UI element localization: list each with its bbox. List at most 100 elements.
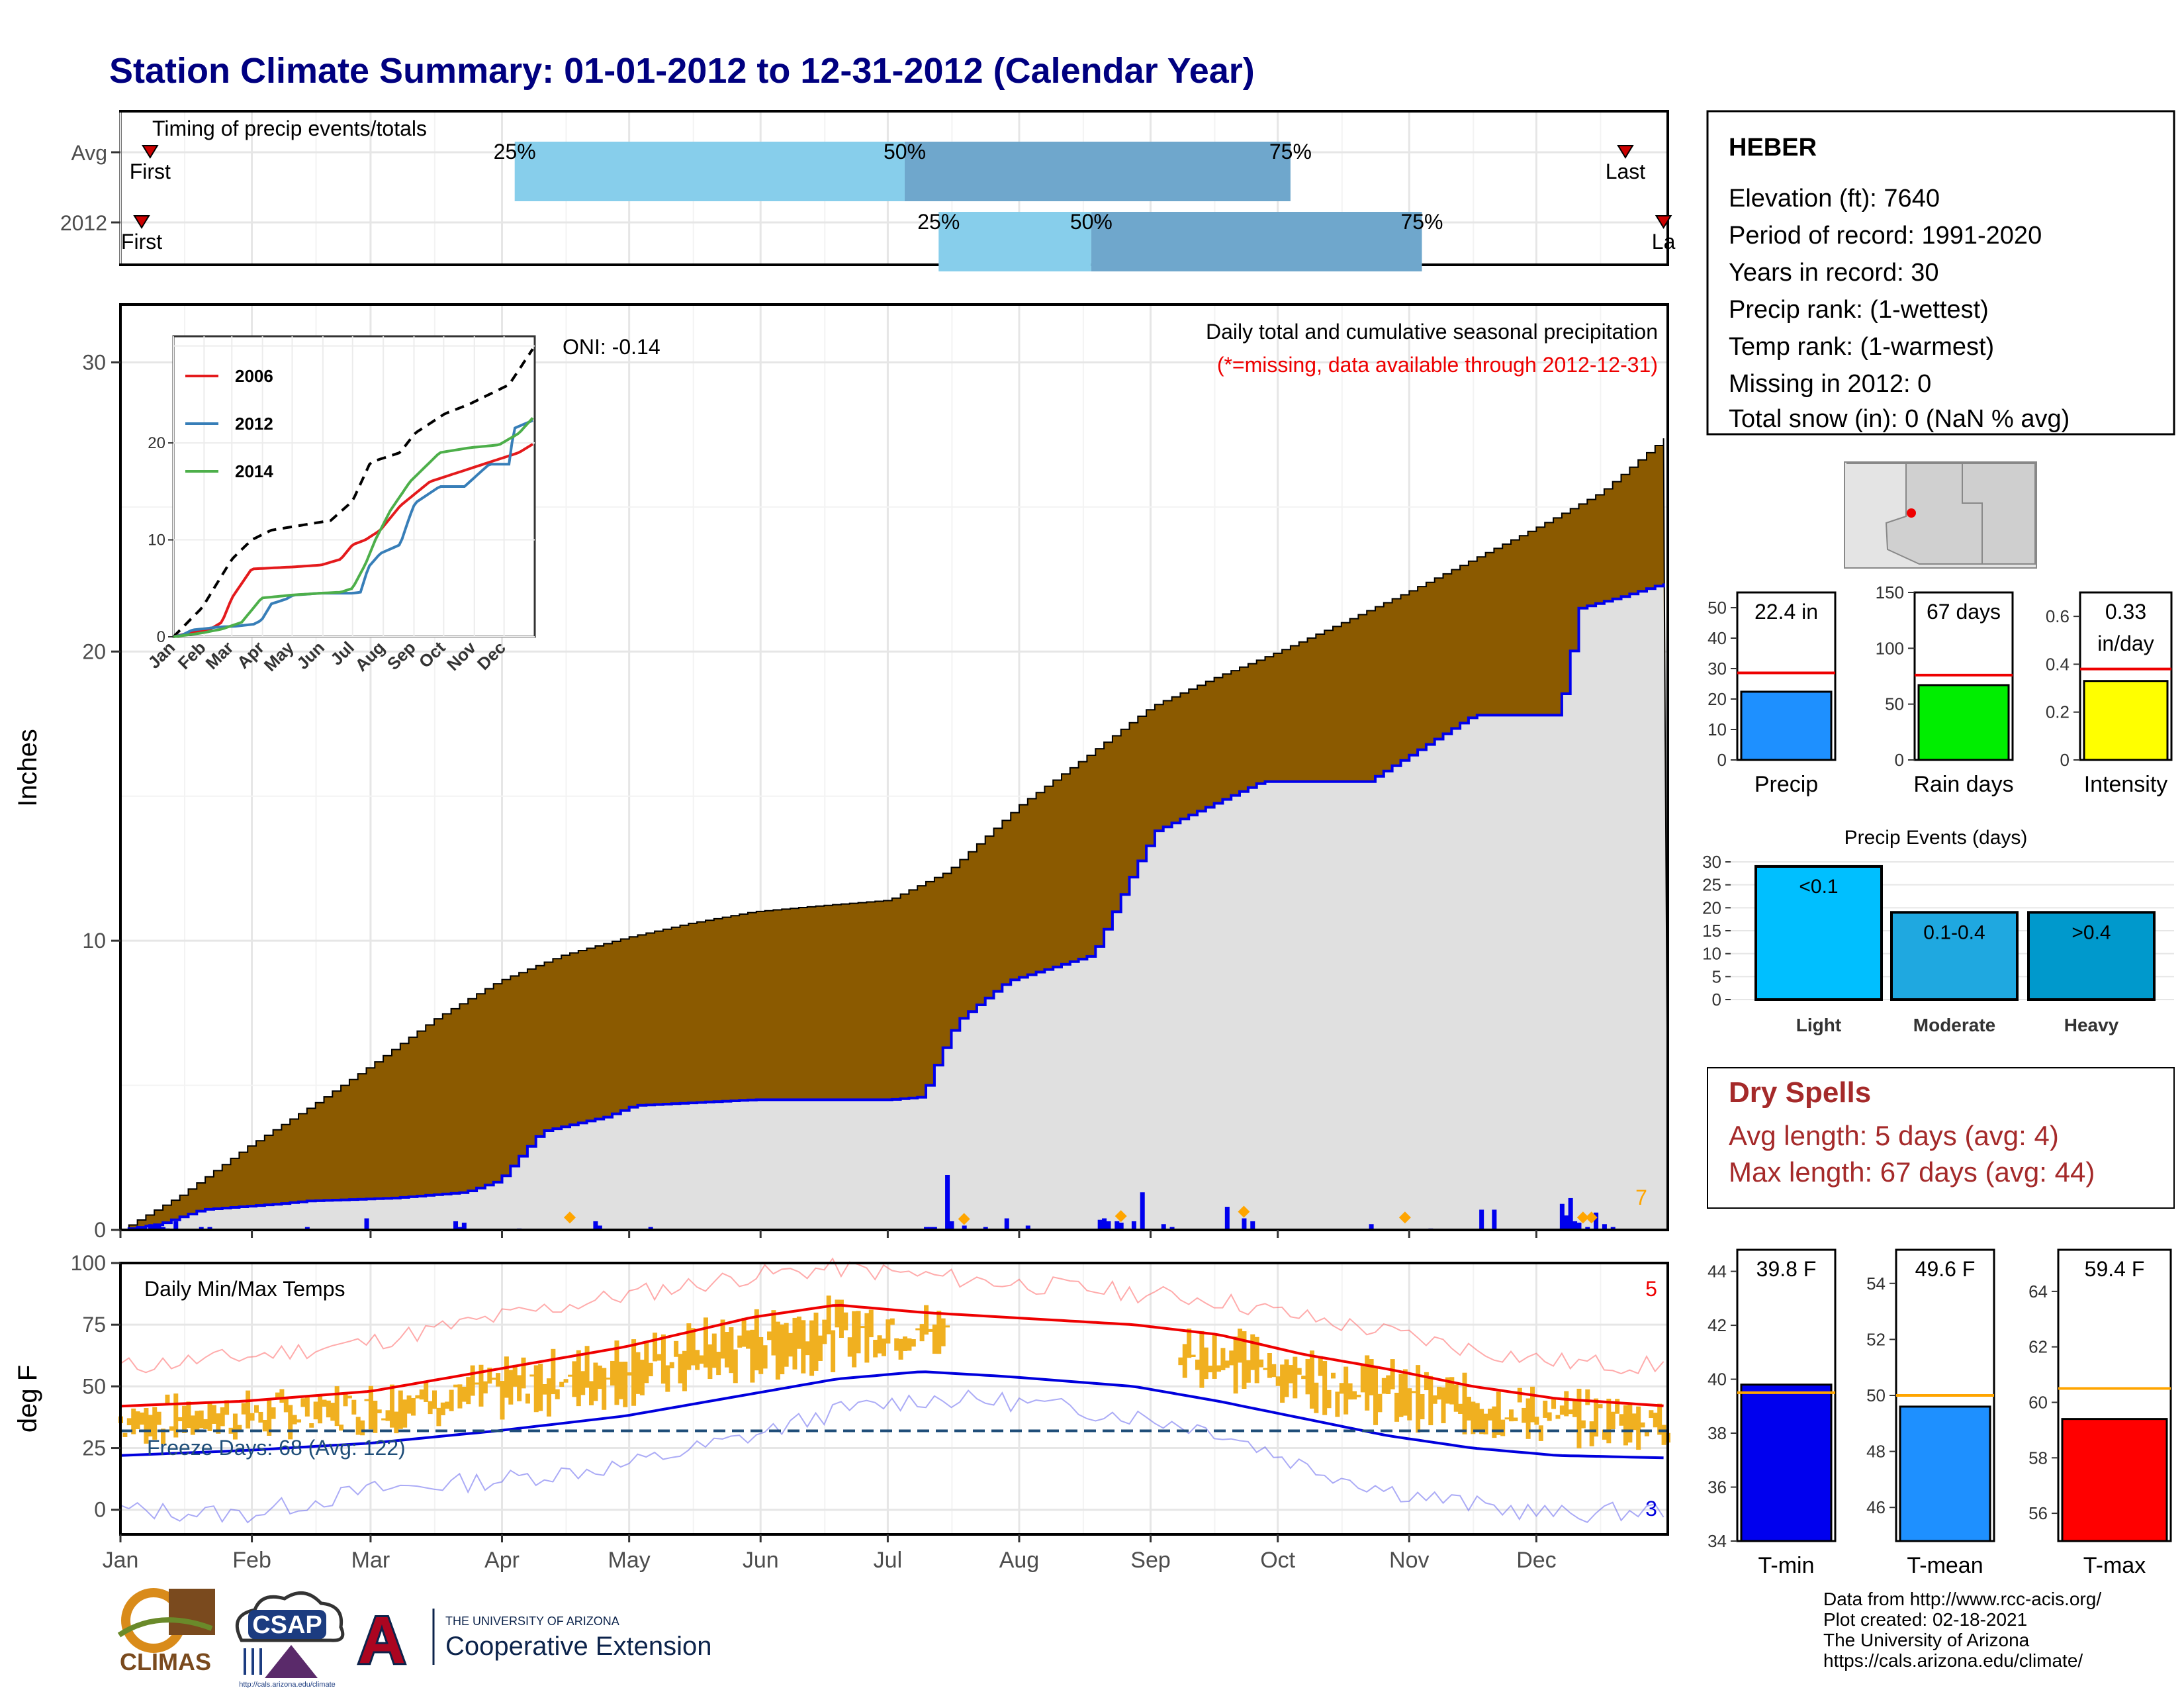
precip-year-cumulative-area bbox=[120, 583, 1668, 1230]
temp-daily-range-bar bbox=[343, 1393, 348, 1407]
summary-y-tick-label: 0 bbox=[1717, 750, 1727, 770]
precip-daily-bar bbox=[1242, 1218, 1247, 1230]
temp-daily-range-bar bbox=[1437, 1386, 1442, 1400]
temp-daily-range-bar bbox=[148, 1415, 153, 1436]
summary-bars: 0 10 20 30 40 50 Precip 22.4 in 0 50 100 150 Rain da… bbox=[1707, 583, 2173, 797]
temp-summary-y-tick-label: 36 bbox=[1707, 1477, 1727, 1497]
ua-logo-big-text: Cooperative Extension bbox=[445, 1632, 711, 1661]
temp-daily-range-bar bbox=[1522, 1407, 1527, 1423]
temp-x-tick-label: Jul bbox=[874, 1548, 902, 1573]
dry-spells-frame bbox=[1707, 1067, 2175, 1209]
timing-marker-icon bbox=[142, 145, 159, 159]
temp-record-min-line bbox=[120, 1389, 1664, 1524]
temp-daily-range-bar bbox=[533, 1365, 539, 1413]
temp-daily-range-bar bbox=[377, 1409, 382, 1413]
precip-daily-bar bbox=[1025, 1225, 1030, 1230]
precip-record-diamond-icon bbox=[1576, 1211, 1589, 1224]
precip-daily-bar bbox=[1594, 1212, 1599, 1230]
temp-daily-range-bar bbox=[758, 1336, 764, 1374]
temp-summary-y-tick-label: 46 bbox=[1866, 1497, 1886, 1517]
timing-panel-title: Timing of precip events/totals bbox=[152, 117, 427, 140]
temp-daily-range-bar bbox=[839, 1299, 844, 1338]
temp-daily-range-bar bbox=[1555, 1415, 1561, 1419]
precip-record-diamond-icon bbox=[1238, 1205, 1250, 1218]
temp-daily-range-bar bbox=[1398, 1374, 1404, 1417]
temp-daily-range-bar bbox=[1508, 1409, 1514, 1422]
temp-x-tick-label: Feb bbox=[232, 1548, 271, 1573]
temp-daily-range-bar bbox=[873, 1339, 878, 1358]
temp-daily-range-bar bbox=[279, 1389, 285, 1403]
ua-cooperative-extension-logo: A THE UNIVERSITY OF ARIZONA Cooperative … bbox=[356, 1601, 712, 1679]
temp-daily-range-bar bbox=[555, 1389, 560, 1399]
temp-daily-range-bar bbox=[1356, 1394, 1361, 1397]
precip-daily-bar bbox=[453, 1221, 459, 1230]
temp-daily-range-bar bbox=[1250, 1334, 1255, 1370]
temp-daily-range-bar bbox=[817, 1335, 823, 1361]
freeze-days-label: Freeze Days: 68 (Avg: 122) bbox=[147, 1436, 406, 1460]
temp-daily-range-bar bbox=[1458, 1403, 1463, 1415]
temp-daily-range-bar bbox=[262, 1419, 267, 1432]
temp-daily-range-bar bbox=[161, 1429, 166, 1444]
temp-daily-range-bar bbox=[822, 1319, 827, 1344]
temp-summary-y-tick-label: 48 bbox=[1866, 1442, 1886, 1462]
temp-daily-range-bar bbox=[318, 1394, 323, 1424]
temp-avg-min-line bbox=[120, 1370, 1664, 1460]
temp-daily-range-bar bbox=[258, 1411, 263, 1423]
temp-daily-range-bar bbox=[584, 1346, 590, 1388]
temp-daily-range-bar bbox=[623, 1362, 628, 1407]
temp-daily-range-bar bbox=[1636, 1406, 1641, 1450]
temp-daily-range-bar bbox=[224, 1400, 230, 1415]
temp-daily-range-bar bbox=[1199, 1331, 1205, 1388]
summary-value-bar bbox=[2083, 680, 2169, 761]
precip-daily-bar bbox=[1492, 1209, 1497, 1230]
summary-y-tick-label: 50 bbox=[1885, 694, 1904, 714]
precip-daily-bar bbox=[1576, 1223, 1582, 1230]
temp-daily-range-bar bbox=[385, 1410, 390, 1421]
precip-daily-bar bbox=[1118, 1223, 1124, 1230]
temp-daily-range-bar bbox=[453, 1384, 459, 1387]
temp-daily-range-bar bbox=[1657, 1403, 1662, 1435]
temp-daily-range-bar bbox=[572, 1361, 577, 1397]
temp-daily-range-bar bbox=[928, 1329, 933, 1332]
summary-value-label: 22.4 in bbox=[1754, 600, 1818, 624]
temp-daily-range-bar bbox=[724, 1332, 729, 1368]
precip-events-range-label: <0.1 bbox=[1799, 876, 1838, 898]
climas-logo-line bbox=[117, 1617, 213, 1638]
temp-daily-range-bar bbox=[326, 1400, 331, 1418]
precip-events-y-tick-label: 10 bbox=[1702, 944, 1721, 964]
summary-y-tick-label: 40 bbox=[1707, 628, 1727, 648]
temp-daily-range-bar bbox=[304, 1397, 310, 1417]
csap-mountain-icon bbox=[265, 1645, 318, 1678]
temp-daily-range-bar bbox=[1178, 1357, 1183, 1366]
temp-summary-y-tick-label: 38 bbox=[1707, 1423, 1727, 1443]
temp-daily-range-bar bbox=[1347, 1383, 1353, 1400]
locator-map bbox=[1844, 461, 2037, 569]
temp-summary-y-tick-label: 62 bbox=[2028, 1337, 2048, 1357]
temp-daily-range-bar bbox=[182, 1405, 187, 1433]
page-title: Station Climate Summary: 01-01-2012 to 1… bbox=[109, 51, 1255, 91]
temp-daily-range-bar bbox=[1572, 1399, 1578, 1417]
temp-record-max-line bbox=[120, 1257, 1664, 1375]
temp-daily-range-bar bbox=[1530, 1386, 1535, 1423]
temp-daily-range-bar bbox=[1191, 1354, 1196, 1357]
temp-daily-range-bar bbox=[606, 1378, 611, 1380]
temp-daily-range-bar bbox=[729, 1327, 734, 1374]
temp-daily-range-bar bbox=[140, 1412, 145, 1425]
temp-daily-range-bar bbox=[809, 1320, 815, 1376]
precip-daily-bar bbox=[1568, 1197, 1573, 1230]
temp-daily-range-bar bbox=[271, 1407, 276, 1419]
timing-row-label: 2012 bbox=[60, 211, 107, 235]
precip-record-diamond-icon bbox=[1398, 1211, 1411, 1224]
ua-logo-small-text: THE UNIVERSITY OF ARIZONA bbox=[445, 1615, 619, 1628]
precip-daily-bar bbox=[1131, 1221, 1136, 1230]
temp-daily-range-bar bbox=[711, 1333, 717, 1368]
precip-daily-bar bbox=[593, 1221, 598, 1230]
timing-panel: 25% 50% 75% First Last Avg 25% 50% 75% First La 201… bbox=[60, 110, 1676, 271]
temp-daily-range-bar bbox=[1559, 1405, 1565, 1415]
temp-daily-range-bar bbox=[1534, 1417, 1539, 1425]
temp-daily-range-bar bbox=[610, 1360, 615, 1386]
timing-bar-q1 bbox=[938, 212, 1091, 271]
temp-daily-range-bar bbox=[1538, 1425, 1543, 1441]
station-box-frame bbox=[1706, 110, 2175, 436]
precip-annotation-missing: (*=missing, data available through 2012-… bbox=[1217, 353, 1658, 377]
